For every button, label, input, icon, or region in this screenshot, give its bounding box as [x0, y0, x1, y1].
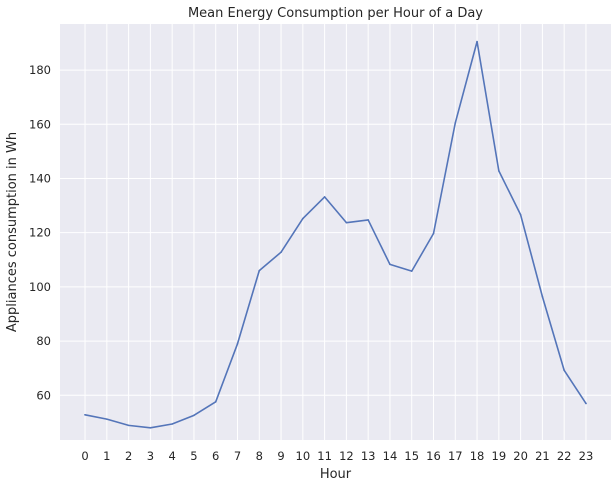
x-tick-label: 13 [361, 449, 376, 463]
x-tick-label: 4 [168, 449, 175, 463]
x-tick-label: 5 [190, 449, 197, 463]
data-point [476, 40, 478, 43]
x-tick-label: 23 [579, 449, 594, 463]
data-point [519, 213, 522, 216]
x-tick-label: 17 [448, 449, 463, 463]
data-point [367, 219, 369, 221]
y-tick-label: 100 [29, 280, 51, 294]
x-tick-label: 21 [535, 449, 550, 463]
data-point [214, 400, 217, 403]
y-tick-label: 180 [29, 63, 51, 77]
series-lines [84, 40, 587, 429]
y-tick-label: 80 [36, 334, 51, 348]
data-point [454, 122, 457, 124]
chart-title: Mean Energy Consumption per Hour of a Da… [188, 6, 483, 21]
data-point [193, 414, 195, 417]
x-tick-label: 3 [147, 449, 154, 463]
data-point [236, 342, 239, 345]
x-tick-label: 15 [404, 449, 419, 463]
x-tick-label: 20 [513, 449, 528, 463]
data-point [171, 423, 173, 425]
y-axis-label: Appliances consumption in Wh [5, 132, 20, 332]
x-tick-label: 12 [339, 449, 354, 463]
x-tick-label: 19 [492, 449, 507, 463]
data-point [280, 251, 282, 253]
series-line [84, 40, 587, 429]
y-tick-labels: 60 80 100 120 140 160 180 [29, 63, 51, 402]
data-point [345, 221, 348, 224]
data-point [389, 263, 391, 266]
data-point [323, 196, 326, 198]
data-point [149, 427, 152, 429]
x-tick-label: 10 [296, 449, 311, 463]
x-tick-label: 6 [212, 449, 219, 463]
data-point [432, 232, 435, 235]
x-tick-label: 11 [317, 449, 332, 463]
x-tick-labels: 0 1 2 3 4 5 6 7 8 9 10 11 12 13 14 15 16 17 18 19 20 21 22 23 [81, 449, 593, 463]
y-tick-label: 120 [29, 226, 51, 240]
x-tick-label: 16 [426, 449, 441, 463]
data-point [127, 424, 130, 427]
x-tick-label: 9 [277, 449, 284, 463]
plot-background [60, 24, 611, 440]
data-point [541, 295, 544, 298]
x-tick-label: 18 [470, 449, 485, 463]
x-axis-label: Hour [320, 467, 352, 482]
x-tick-label: 8 [256, 449, 263, 463]
data-point [410, 270, 413, 272]
y-tick-label: 160 [29, 117, 51, 131]
x-tick-label: 14 [383, 449, 398, 463]
x-tick-label: 2 [125, 449, 132, 463]
x-tick-label: 0 [81, 449, 88, 463]
data-point [84, 413, 86, 416]
data-point [585, 402, 587, 405]
y-tick-label: 60 [36, 388, 51, 402]
data-point [258, 269, 261, 272]
data-point [302, 217, 304, 220]
x-tick-label: 7 [234, 449, 241, 463]
x-tick-label: 1 [103, 449, 110, 463]
y-tick-label: 140 [29, 171, 51, 185]
x-tick-label: 22 [557, 449, 572, 463]
data-point [498, 170, 500, 172]
data-point [563, 369, 565, 372]
data-point [106, 418, 108, 420]
